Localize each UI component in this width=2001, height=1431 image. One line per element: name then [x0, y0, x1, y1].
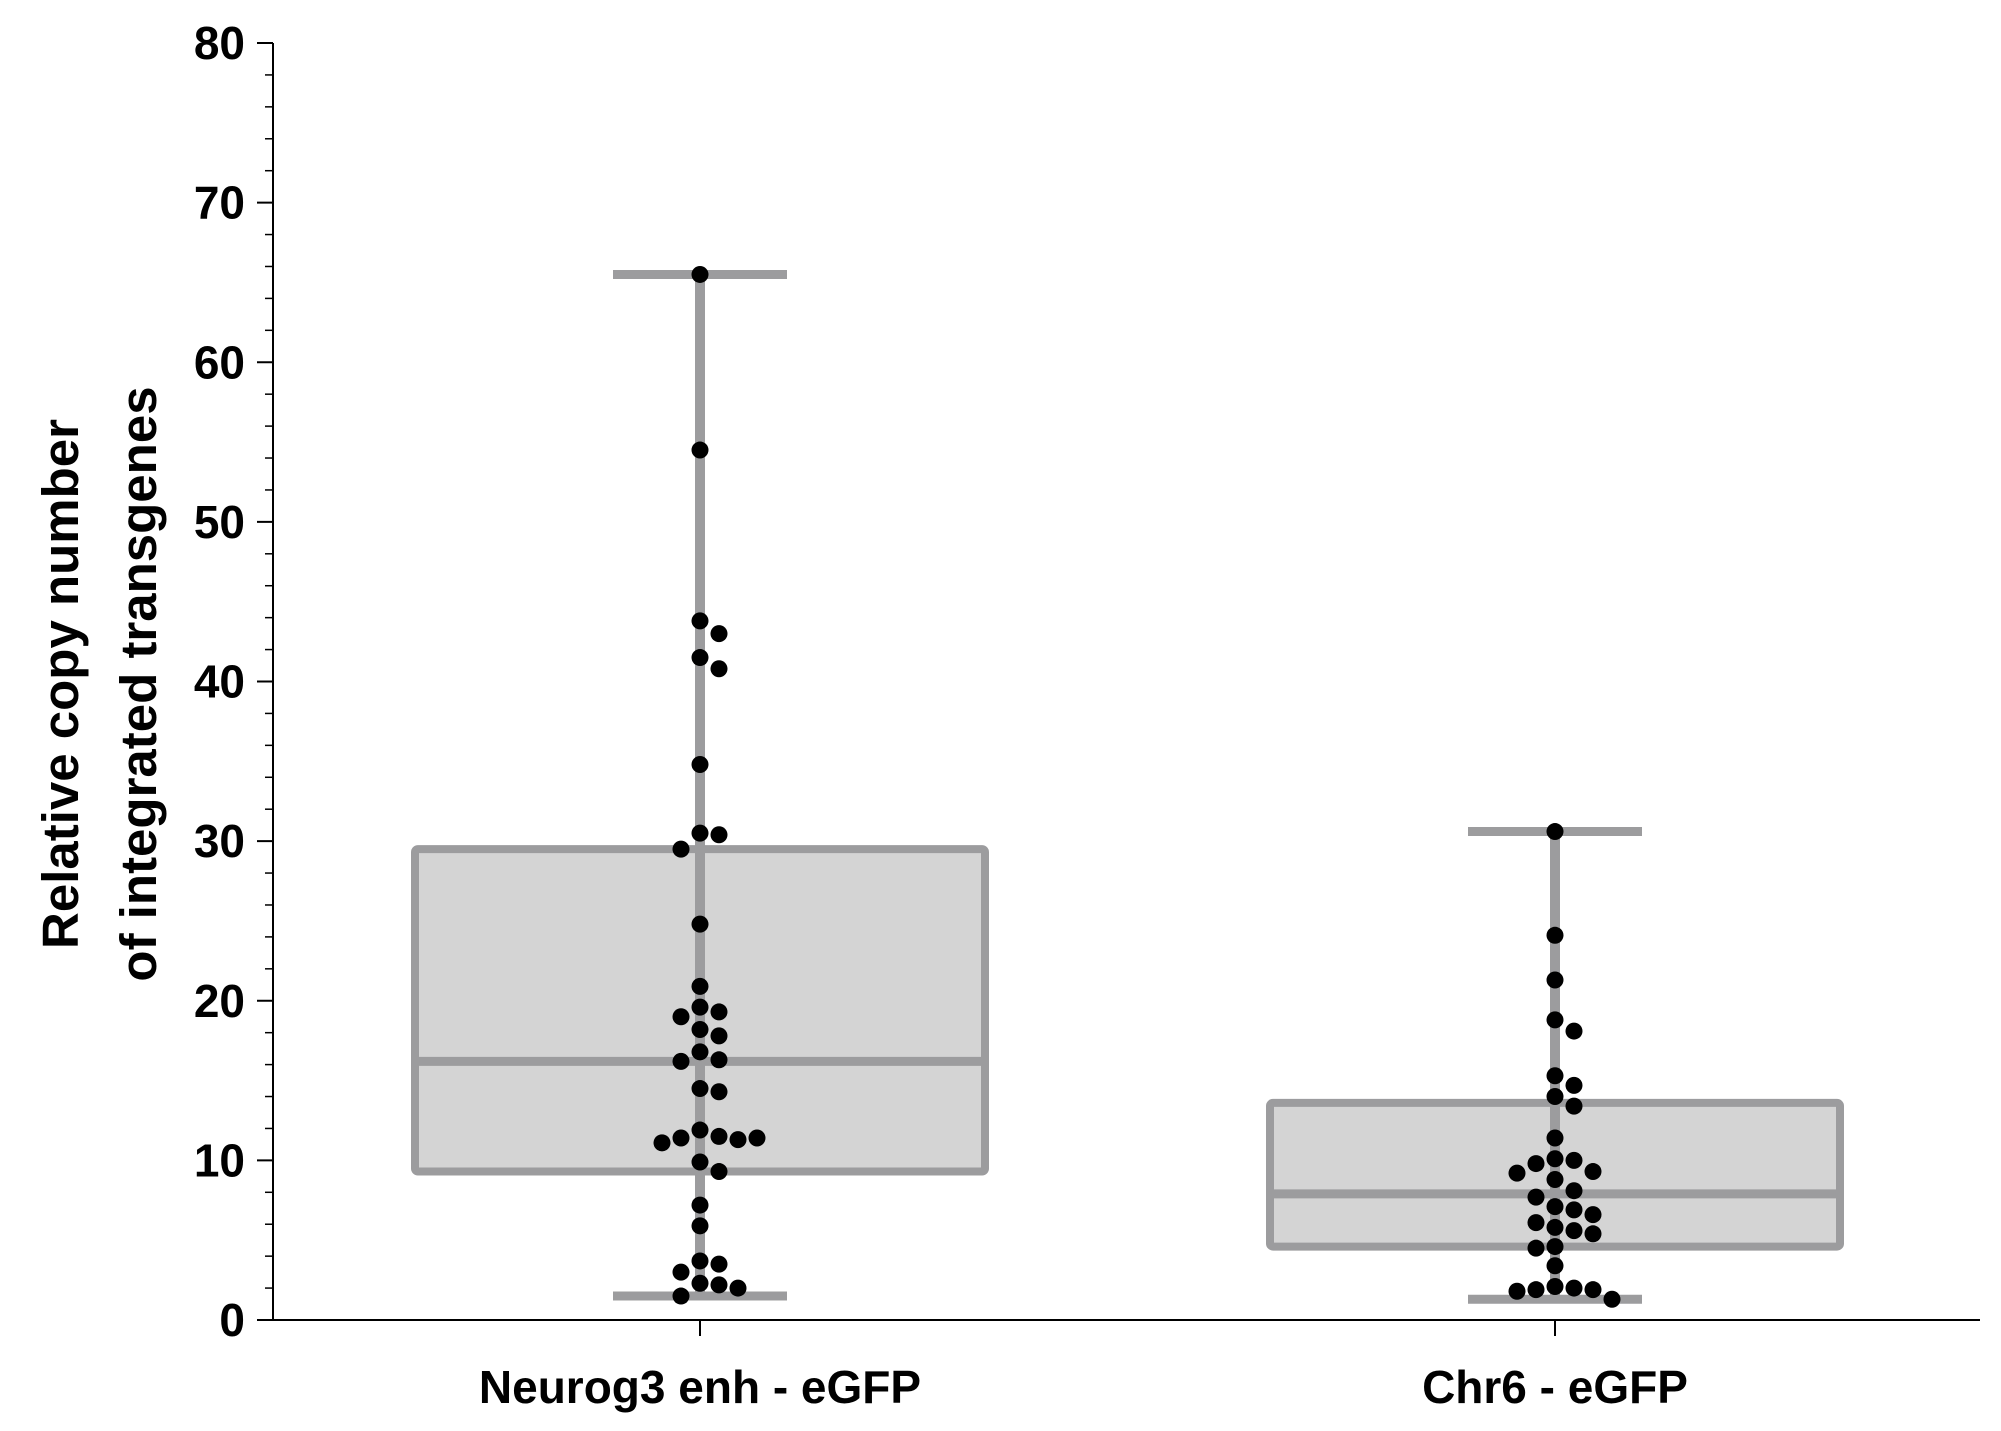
data-point — [691, 1217, 709, 1235]
data-point — [691, 1252, 709, 1270]
data-point — [710, 1051, 728, 1069]
data-point — [672, 1129, 690, 1147]
data-point — [691, 915, 709, 933]
data-point — [710, 1083, 728, 1101]
x-category-label: Neurog3 enh - eGFP — [479, 1361, 921, 1413]
data-point — [1584, 1163, 1602, 1181]
y-tick-label: 10 — [194, 1134, 245, 1186]
data-point — [1546, 1067, 1564, 1085]
data-point — [1546, 1218, 1564, 1236]
data-point — [710, 1163, 728, 1181]
data-point — [710, 1255, 728, 1273]
data-point — [1527, 1281, 1545, 1299]
data-point — [1527, 1188, 1545, 1206]
data-point — [691, 998, 709, 1016]
data-point — [710, 660, 728, 678]
data-point — [691, 649, 709, 667]
data-point — [1527, 1214, 1545, 1232]
data-point — [691, 441, 709, 459]
data-point — [1527, 1239, 1545, 1257]
data-point — [729, 1279, 747, 1297]
data-point — [1565, 1151, 1583, 1169]
data-point — [1565, 1222, 1583, 1240]
data-point — [1565, 1076, 1583, 1094]
data-point — [672, 1287, 690, 1305]
data-point — [1546, 1257, 1564, 1275]
data-point — [1546, 823, 1564, 841]
y-tick-label: 80 — [194, 17, 245, 69]
y-tick-label: 20 — [194, 975, 245, 1027]
data-point — [710, 1127, 728, 1145]
y-axis-title: Relative copy number of integrated trans… — [32, 386, 167, 981]
data-point — [691, 1153, 709, 1171]
data-point — [710, 1003, 728, 1021]
data-point — [672, 840, 690, 858]
y-tick-label: 40 — [194, 656, 245, 708]
data-point — [1603, 1290, 1621, 1308]
data-point — [1527, 1155, 1545, 1173]
data-point — [748, 1129, 766, 1147]
data-point — [1546, 1238, 1564, 1256]
data-point — [729, 1131, 747, 1149]
data-point — [691, 612, 709, 630]
data-point — [691, 265, 709, 283]
data-point — [1546, 1150, 1564, 1168]
data-point — [672, 1008, 690, 1026]
y-tick-label: 50 — [194, 496, 245, 548]
data-point — [1546, 1011, 1564, 1029]
data-point — [691, 756, 709, 774]
data-point — [691, 977, 709, 995]
data-point — [1565, 1279, 1583, 1297]
data-point — [1546, 1277, 1564, 1295]
box-group — [411, 269, 989, 1301]
y-tick-label: 70 — [194, 177, 245, 229]
data-point — [1508, 1282, 1526, 1300]
data-point — [1565, 1182, 1583, 1200]
data-point — [1546, 926, 1564, 944]
data-point — [710, 1027, 728, 1045]
y-tick-label: 30 — [194, 815, 245, 867]
data-point — [1584, 1281, 1602, 1299]
data-point — [1546, 1171, 1564, 1189]
data-point — [1584, 1225, 1602, 1243]
x-category-label: Chr6 - eGFP — [1422, 1361, 1688, 1413]
data-point — [1508, 1164, 1526, 1182]
data-point — [1565, 1022, 1583, 1040]
data-point — [1565, 1097, 1583, 1115]
data-point — [691, 1196, 709, 1214]
data-point — [691, 1121, 709, 1139]
data-point — [691, 1043, 709, 1061]
y-axis-title-line-2: of integrated transgenes — [110, 386, 167, 981]
data-point — [1584, 1206, 1602, 1224]
data-point — [653, 1134, 671, 1152]
y-axis-title-line-1: Relative copy number — [32, 419, 89, 949]
data-point — [691, 1274, 709, 1292]
data-point — [1565, 1201, 1583, 1219]
data-point — [1546, 1129, 1564, 1147]
y-tick-label: 60 — [194, 336, 245, 388]
data-point — [672, 1052, 690, 1070]
data-point — [691, 1080, 709, 1098]
data-point — [710, 1276, 728, 1294]
data-point — [710, 826, 728, 844]
data-point — [1546, 971, 1564, 989]
data-point — [710, 625, 728, 643]
data-point — [691, 824, 709, 842]
data-point — [1546, 1088, 1564, 1106]
data-point — [672, 1263, 690, 1281]
data-point — [1546, 1198, 1564, 1216]
data-point — [691, 1020, 709, 1038]
y-tick-label: 0 — [219, 1294, 245, 1346]
